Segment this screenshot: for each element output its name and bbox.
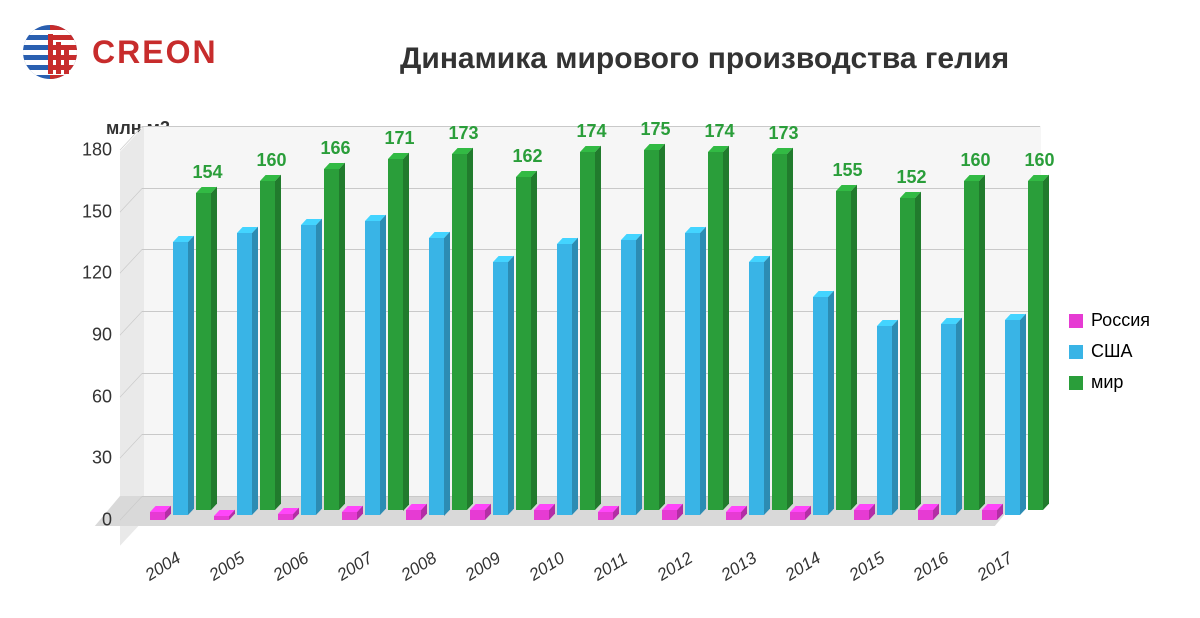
x-tick-label: 2017 [974, 548, 1017, 585]
bar-data-label: 160 [256, 150, 286, 171]
x-tick-label: 2015 [846, 548, 889, 585]
y-tick-label: 0 [72, 510, 112, 531]
legend-swatch [1069, 314, 1083, 328]
x-tick-label: 2010 [526, 548, 569, 585]
x-tick-label: 2005 [206, 548, 249, 585]
bar-world [516, 177, 531, 510]
chart: млн м3 030609012015018015416016617117316… [40, 110, 1160, 600]
legend-item: США [1069, 341, 1150, 362]
bar-russia [726, 512, 741, 520]
bar-usa [749, 262, 764, 515]
x-tick-label: 2008 [398, 548, 441, 585]
bar-usa [1005, 320, 1020, 515]
bar-data-label: 166 [320, 138, 350, 159]
legend: Россия США мир [1069, 300, 1150, 403]
x-tick-label: 2009 [462, 548, 505, 585]
bar-usa [365, 221, 380, 515]
x-tick-label: 2014 [782, 548, 825, 585]
bar-world [324, 169, 339, 510]
brand-logo-mark [22, 24, 78, 80]
bar-russia [790, 512, 805, 520]
bar-world [452, 154, 467, 510]
x-tick-label: 2004 [142, 548, 185, 585]
bar-russia [534, 510, 549, 520]
y-tick-label: 90 [72, 325, 112, 346]
bar-russia [470, 510, 485, 520]
bar-russia [406, 510, 421, 520]
bar-data-label: 160 [960, 150, 990, 171]
bar-data-label: 174 [576, 121, 606, 142]
bar-world [388, 159, 403, 511]
x-tick-label: 2006 [270, 548, 313, 585]
bar-russia [150, 512, 165, 520]
chart-title: Динамика мирового производства гелия [400, 42, 1009, 76]
bar-usa [429, 238, 444, 516]
legend-label: Россия [1091, 310, 1150, 331]
bar-russia [598, 512, 613, 520]
x-tick-label: 2013 [718, 548, 761, 585]
bar-russia [918, 510, 933, 520]
bar-world [964, 181, 979, 510]
bar-world [196, 193, 211, 510]
bar-data-label: 154 [192, 162, 222, 183]
x-tick-label: 2012 [654, 548, 697, 585]
bar-data-label: 173 [768, 123, 798, 144]
bar-data-label: 174 [704, 121, 734, 142]
bar-russia [278, 514, 293, 520]
brand-logo: CREON [22, 24, 218, 80]
x-axis-labels: 2004 2005 2006 2007 2008 2009 2010 2011 2012 2013… [120, 540, 1020, 600]
y-tick-label: 150 [72, 201, 112, 222]
bar-data-label: 162 [512, 146, 542, 167]
bar-world [836, 191, 851, 510]
bar-usa [173, 242, 188, 515]
bar-data-label: 160 [1024, 150, 1054, 171]
bar-world [644, 150, 659, 510]
bar-data-label: 175 [640, 119, 670, 140]
bar-usa [557, 244, 572, 515]
header: CREON Динамика мирового производства гел… [0, 18, 1200, 88]
bar-russia [214, 516, 229, 520]
y-tick-label: 30 [72, 448, 112, 469]
y-tick-label: 60 [72, 386, 112, 407]
bar-world [1028, 181, 1043, 510]
bar-russia [854, 510, 869, 520]
bar-usa [493, 262, 508, 515]
bar-usa [237, 233, 252, 515]
bar-usa [941, 324, 956, 515]
bar-data-label: 155 [832, 160, 862, 181]
legend-label: США [1091, 341, 1133, 362]
legend-item: Россия [1069, 310, 1150, 331]
bar-world [708, 152, 723, 510]
bar-world [580, 152, 595, 510]
bar-world [900, 198, 915, 510]
plot-area: 0306090120150180154160166171173162174175… [120, 150, 1020, 520]
legend-swatch [1069, 376, 1083, 390]
x-tick-label: 2011 [590, 549, 632, 585]
bar-data-label: 152 [896, 167, 926, 188]
bar-russia [982, 510, 997, 520]
legend-item: мир [1069, 372, 1150, 393]
legend-label: мир [1091, 372, 1123, 393]
bar-russia [662, 510, 677, 520]
bar-russia [342, 512, 357, 520]
bar-data-label: 173 [448, 123, 478, 144]
y-tick-label: 120 [72, 263, 112, 284]
bar-usa [621, 240, 636, 515]
bar-world [260, 181, 275, 510]
y-tick-label: 180 [72, 140, 112, 161]
brand-name: CREON [92, 34, 218, 71]
legend-swatch [1069, 345, 1083, 359]
bar-usa [685, 233, 700, 515]
bar-world [772, 154, 787, 510]
x-tick-label: 2016 [910, 548, 953, 585]
bar-usa [301, 225, 316, 515]
bar-usa [813, 297, 828, 515]
bar-usa [877, 326, 892, 515]
x-tick-label: 2007 [334, 548, 377, 585]
bar-data-label: 171 [384, 128, 414, 149]
